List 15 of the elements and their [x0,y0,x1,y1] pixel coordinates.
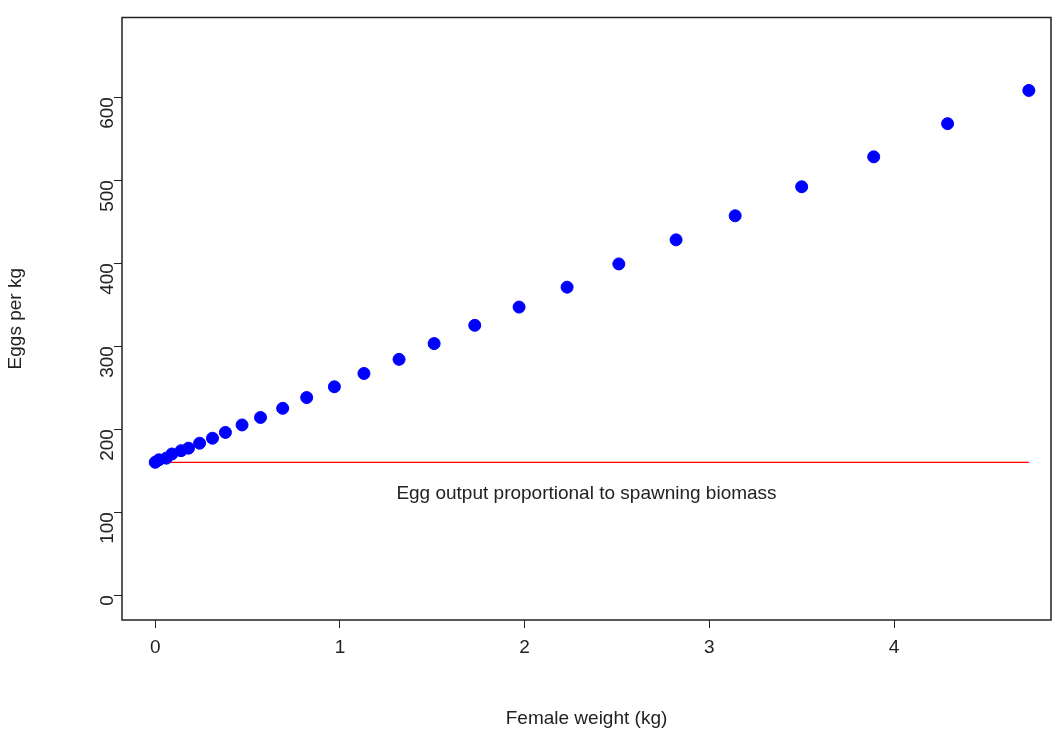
annotation: Egg output proportional to spawning biomass [396,481,777,503]
y-tick-label: 0 [96,595,118,606]
x-tick-label: 3 [704,635,715,657]
x-axis-title: Female weight (kg) [505,706,668,728]
y-tick-label: 300 [96,346,118,378]
x-tick-label: 1 [334,635,346,657]
y-tick-label: 400 [96,263,118,295]
x-tick-label: 0 [149,635,161,657]
y-tick-label: 100 [96,512,118,544]
y-tick-label: 500 [96,180,118,212]
y-tick-label: 600 [96,97,118,129]
x-tick-label: 4 [888,635,900,657]
y-axis-title: Eggs per kg [3,268,25,370]
x-tick-label: 2 [519,635,530,657]
y-tick-label: 200 [96,429,118,461]
